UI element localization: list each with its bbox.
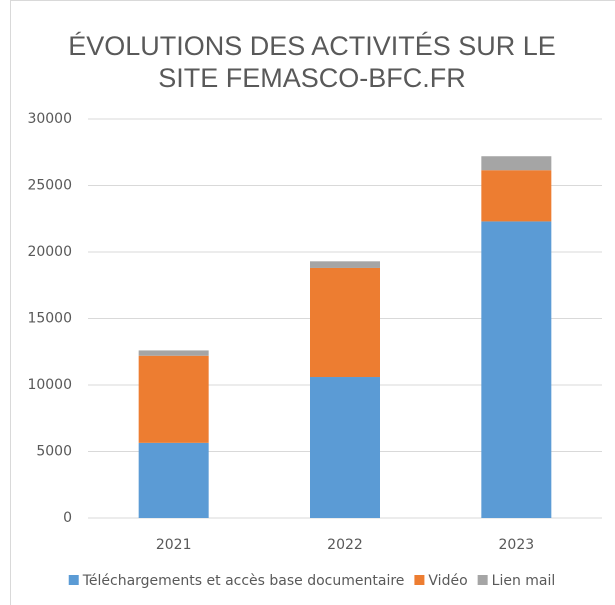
bar-segment [138, 355, 209, 443]
bar-segment [310, 267, 380, 378]
legend-label: Téléchargements et accès base documentai… [82, 573, 405, 589]
y-tick-label: 10000 [27, 377, 72, 393]
legend-label: Lien mail [492, 573, 556, 589]
bar-segment [481, 170, 552, 222]
chart-title: ÉVOLUTIONS DES ACTIVITÉS SUR LE [68, 31, 556, 61]
legend-swatch [68, 575, 79, 585]
y-tick-label: 0 [63, 510, 72, 526]
bar-segment [310, 261, 380, 268]
bar-segment [310, 377, 380, 518]
y-tick-label: 30000 [27, 111, 72, 127]
bar-segment [481, 221, 552, 518]
x-tick-label: 2021 [156, 537, 192, 553]
y-tick-label: 15000 [27, 311, 72, 327]
legend-swatch [477, 575, 488, 585]
x-tick-label: 2023 [499, 537, 535, 553]
y-tick-label: 20000 [27, 244, 72, 260]
x-tick-label: 2022 [327, 537, 363, 553]
legend-label: Vidéo [428, 573, 467, 589]
y-tick-label: 5000 [36, 444, 72, 460]
chart-title: SITE FEMASCO-BFC.FR [158, 63, 466, 93]
bar-segment [138, 442, 209, 518]
bar-segment [138, 350, 209, 356]
chart-frame [10, 0, 615, 605]
y-tick-label: 25000 [27, 178, 72, 194]
bar-segment [481, 156, 552, 171]
legend-swatch [414, 575, 425, 585]
